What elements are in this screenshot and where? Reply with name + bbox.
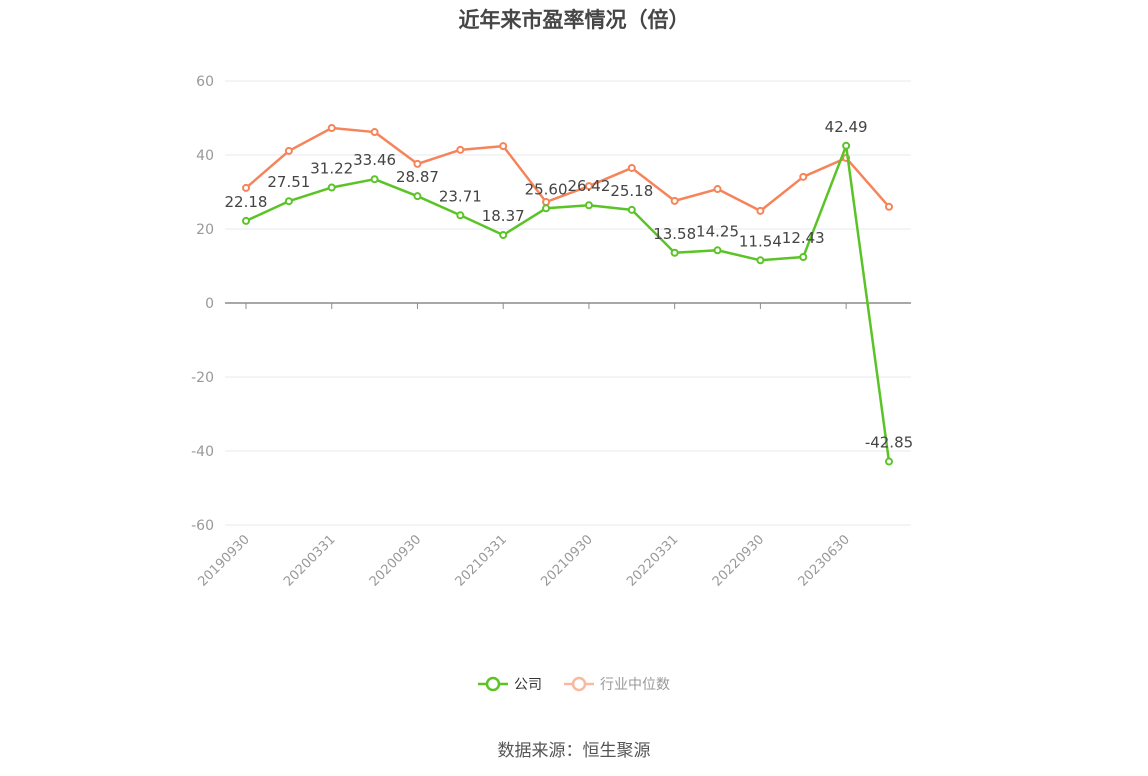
x-tick-label: 20200930 bbox=[367, 532, 424, 589]
legend-company-line-icon bbox=[478, 676, 508, 692]
data-point[interactable] bbox=[627, 205, 636, 214]
data-point[interactable] bbox=[584, 201, 593, 210]
data-label: 12.43 bbox=[782, 229, 825, 247]
legend-company-label: 公司 bbox=[514, 677, 542, 693]
x-tick-label: 20220331 bbox=[624, 532, 681, 589]
data-point[interactable] bbox=[799, 253, 808, 262]
data-point[interactable] bbox=[456, 145, 465, 154]
data-label: 25.18 bbox=[610, 182, 653, 200]
data-point[interactable] bbox=[413, 192, 422, 201]
y-tick-label: 60 bbox=[196, 74, 214, 90]
data-label: 11.54 bbox=[739, 232, 782, 250]
data-point[interactable] bbox=[456, 211, 465, 220]
data-point[interactable] bbox=[327, 123, 336, 132]
data-label: 31.22 bbox=[310, 159, 353, 177]
data-point[interactable] bbox=[327, 183, 336, 192]
data-point[interactable] bbox=[499, 231, 508, 240]
data-point[interactable] bbox=[756, 256, 765, 265]
line-chart: 60 40 20 0 -20 -40 -60 20190930 20200331 2020093… bbox=[191, 74, 914, 590]
x-tick-label: 20210930 bbox=[538, 532, 595, 589]
y-tick-label: -40 bbox=[191, 444, 214, 460]
chart-title: 近年来市盈率情况（倍） bbox=[458, 8, 690, 32]
grid-lines bbox=[225, 80, 911, 526]
data-point[interactable] bbox=[885, 457, 893, 466]
legend: 公司 行业中位数 bbox=[0, 674, 1148, 694]
data-point[interactable] bbox=[670, 248, 679, 257]
x-tick-label: 20230630 bbox=[796, 532, 853, 589]
data-label: 28.87 bbox=[396, 168, 439, 186]
y-axis-labels: 60 40 20 0 -20 -40 -60 bbox=[191, 74, 214, 534]
data-label: 14.25 bbox=[696, 222, 739, 240]
data-label: -42.85 bbox=[865, 434, 913, 452]
x-tick-label: 20190930 bbox=[195, 532, 252, 589]
data-point[interactable] bbox=[584, 182, 593, 191]
y-tick-label: 40 bbox=[196, 148, 214, 164]
data-point[interactable] bbox=[885, 202, 893, 211]
data-point[interactable] bbox=[242, 183, 250, 192]
y-tick-label: -60 bbox=[191, 518, 214, 534]
data-point[interactable] bbox=[542, 197, 551, 206]
data-point[interactable] bbox=[284, 146, 293, 155]
data-point[interactable] bbox=[842, 141, 851, 150]
data-point[interactable] bbox=[713, 185, 722, 194]
data-point[interactable] bbox=[799, 172, 808, 181]
data-point[interactable] bbox=[627, 163, 636, 172]
y-tick-label: -20 bbox=[191, 370, 214, 386]
x-tick-label: 20210331 bbox=[453, 532, 510, 589]
legend-item-industry[interactable]: 行业中位数 bbox=[564, 674, 670, 694]
data-label: 23.71 bbox=[439, 187, 482, 205]
y-tick-label: 20 bbox=[196, 222, 214, 238]
data-point[interactable] bbox=[542, 204, 551, 213]
y-tick-label: 0 bbox=[205, 296, 214, 312]
data-label: 25.60 bbox=[525, 180, 568, 198]
data-point[interactable] bbox=[499, 142, 508, 151]
series-industry-median bbox=[242, 123, 893, 215]
data-label: 33.46 bbox=[353, 151, 396, 169]
x-tick-label: 20220930 bbox=[710, 532, 767, 589]
data-label: 13.58 bbox=[653, 225, 696, 243]
x-tick-label: 20200331 bbox=[281, 532, 338, 589]
data-label: 42.49 bbox=[825, 118, 868, 136]
data-point[interactable] bbox=[370, 175, 379, 184]
data-point[interactable] bbox=[756, 206, 765, 215]
data-point[interactable] bbox=[713, 246, 722, 255]
data-label: 18.37 bbox=[482, 207, 525, 225]
x-axis: 20190930 20200331 20200930 20210331 20210930… bbox=[195, 302, 911, 590]
legend-industry-line-icon bbox=[564, 676, 594, 692]
data-point[interactable] bbox=[242, 216, 250, 225]
data-label: 27.51 bbox=[267, 173, 310, 191]
series-company bbox=[242, 141, 893, 466]
data-point[interactable] bbox=[370, 128, 379, 137]
legend-industry-label: 行业中位数 bbox=[600, 677, 670, 693]
data-label: 22.18 bbox=[225, 193, 268, 211]
data-point[interactable] bbox=[670, 196, 679, 205]
legend-item-company[interactable]: 公司 bbox=[478, 674, 542, 694]
data-point[interactable] bbox=[284, 197, 293, 206]
data-point[interactable] bbox=[413, 159, 422, 168]
data-source: 数据来源：恒生聚源 bbox=[497, 741, 651, 761]
data-label: 26.42 bbox=[567, 177, 610, 195]
